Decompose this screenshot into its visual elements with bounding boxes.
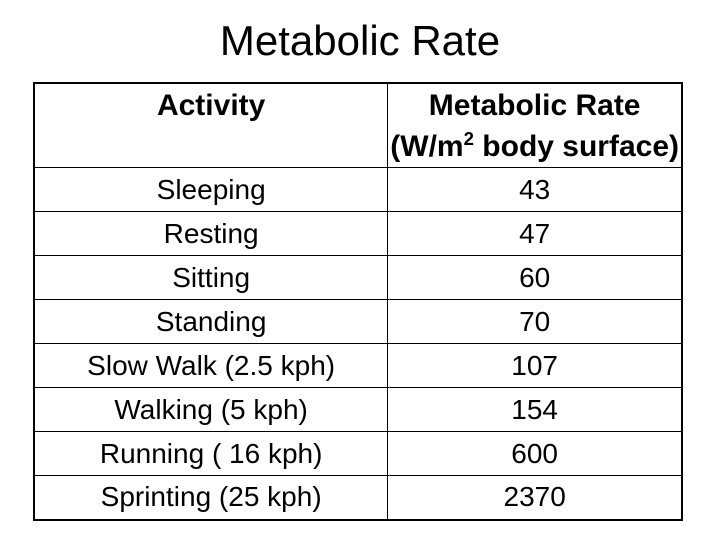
table-row: Standing 70 xyxy=(33,299,683,344)
slide-title: Metabolic Rate xyxy=(219,17,501,64)
table-row: Running ( 16 kph) 600 xyxy=(33,431,683,476)
rate-unit-superscript: 2 xyxy=(463,128,474,149)
activity-cell: Slow Walk (2.5 kph) xyxy=(33,343,389,388)
rate-cell: 60 xyxy=(387,255,683,300)
rate-cell: 70 xyxy=(387,299,683,344)
rate-cell: 154 xyxy=(387,387,683,432)
table-row: Sleeping 43 xyxy=(33,167,683,212)
activity-cell: Sprinting (25 kph) xyxy=(33,475,389,520)
rate-header-unit-line: (W/m2 body surface) xyxy=(389,126,681,167)
table-row: Walking (5 kph) 154 xyxy=(33,387,683,432)
activity-cell: Sleeping xyxy=(33,167,389,212)
rate-cell: 43 xyxy=(387,167,683,212)
rate-unit-suffix: body surface) xyxy=(473,130,680,163)
table-row: Slow Walk (2.5 kph) 107 xyxy=(33,343,683,388)
rate-column-header: Metabolic Rate (W/m2 body surface) xyxy=(387,82,683,168)
rate-cell: 107 xyxy=(387,343,683,388)
activity-cell: Walking (5 kph) xyxy=(33,387,389,432)
table-row: Sprinting (25 kph) 2370 xyxy=(33,475,683,520)
activity-cell: Running ( 16 kph) xyxy=(33,431,389,476)
table-row: Resting 47 xyxy=(33,211,683,256)
rate-cell: 600 xyxy=(387,431,683,476)
activity-cell: Sitting xyxy=(33,255,389,300)
rate-cell: 47 xyxy=(387,211,683,256)
rate-cell: 2370 xyxy=(387,475,683,520)
activity-cell: Resting xyxy=(33,211,389,256)
activity-column-header: Activity xyxy=(33,82,389,168)
activity-cell: Standing xyxy=(33,299,389,344)
rate-header-line1: Metabolic Rate xyxy=(428,89,641,122)
rate-unit-prefix: (W/m xyxy=(390,130,464,163)
activity-header-label: Activity xyxy=(156,89,266,122)
table-header-row: Activity Metabolic Rate (W/m2 body surfa… xyxy=(33,82,683,168)
metabolic-rate-table: Activity Metabolic Rate (W/m2 body surfa… xyxy=(33,82,683,521)
table-row: Sitting 60 xyxy=(33,255,683,300)
